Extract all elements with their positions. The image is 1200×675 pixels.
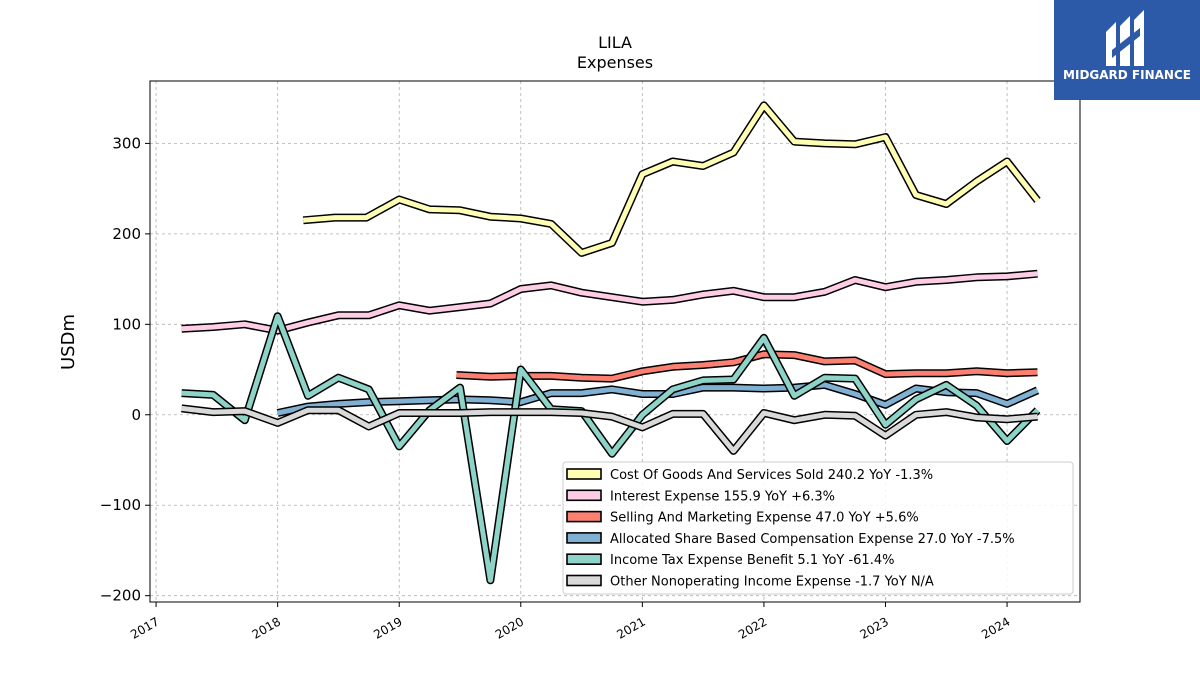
- legend-item: Interest Expense 155.9 YoY +6.3%: [566, 489, 835, 504]
- chart-subtitle: Expenses: [577, 53, 653, 72]
- series-line: [302, 102, 1040, 256]
- series-other-nonoperating-income-expense: [181, 404, 1038, 455]
- legend-swatch: [566, 574, 602, 587]
- series-income-tax-expense-benefit: [181, 312, 1041, 585]
- plot-frame: [149, 80, 1081, 603]
- x-tick-label: 2017: [128, 614, 161, 641]
- chart-title: LILA: [598, 33, 632, 52]
- y-tick-label: −200: [100, 587, 141, 605]
- y-axis-label: USDm: [58, 314, 79, 370]
- legend-item: Selling And Marketing Expense 47.0 YoY +…: [566, 510, 919, 526]
- x-tick-label: 2023: [858, 614, 891, 641]
- x-tick-label: 2022: [736, 614, 769, 641]
- y-tick-label: 200: [112, 225, 141, 243]
- y-tick-label: 100: [112, 315, 141, 333]
- y-tick-label: −100: [100, 496, 141, 514]
- legend-swatch: [566, 489, 602, 502]
- y-tick-label: 300: [112, 134, 141, 152]
- x-tick-label: 2020: [493, 614, 526, 641]
- legend-swatch: [566, 553, 602, 566]
- brand-name: MIDGARD FINANCE: [1063, 68, 1191, 82]
- series-interest-expense: [181, 269, 1038, 335]
- x-tick-label: 2021: [614, 614, 647, 641]
- series-line: [277, 382, 1039, 416]
- series-line: [181, 313, 1040, 583]
- legend-label: Cost Of Goods And Services Sold 240.2 Yo…: [610, 468, 933, 483]
- legend-label: Other Nonoperating Income Expense -1.7 Y…: [610, 575, 934, 590]
- series-lines: [181, 101, 1041, 585]
- legend-box: [562, 461, 1074, 595]
- brand-logo: MIDGARD FINANCE: [1054, 0, 1200, 100]
- legend-item: Income Tax Expense Benefit 5.1 YoY -61.4…: [566, 553, 894, 568]
- series-outline: [302, 101, 1041, 257]
- x-tick-label: 2019: [371, 614, 404, 641]
- brand-logo-icon: [1106, 10, 1144, 66]
- legend-label: Allocated Share Based Compensation Expen…: [610, 532, 1015, 547]
- legend-item: Allocated Share Based Compensation Expen…: [566, 532, 1015, 547]
- series-allocated-share-based-compensation-expense: [276, 380, 1040, 417]
- legend-label: Income Tax Expense Benefit 5.1 YoY -61.4…: [610, 553, 894, 568]
- legend-swatch: [566, 468, 602, 480]
- legend-label: Interest Expense 155.9 YoY +6.3%: [610, 489, 835, 504]
- legend-label: Selling And Marketing Expense 47.0 YoY +…: [610, 511, 919, 526]
- series-cost-of-goods-and-services-sold: [302, 101, 1041, 257]
- legend: Cost Of Goods And Services Sold 240.2 Yo…: [562, 461, 1074, 595]
- legend-swatch: [566, 510, 602, 523]
- series-line: [181, 271, 1038, 334]
- y-tick-label: 0: [131, 406, 141, 424]
- x-tick-label: 2024: [979, 614, 1012, 641]
- legend-item: Cost Of Goods And Services Sold 240.2 Yo…: [566, 468, 933, 483]
- legend-swatch: [566, 532, 602, 544]
- x-tick-label: 2018: [250, 614, 283, 641]
- legend-item: Other Nonoperating Income Expense -1.7 Y…: [566, 574, 934, 590]
- series-line: [181, 405, 1038, 454]
